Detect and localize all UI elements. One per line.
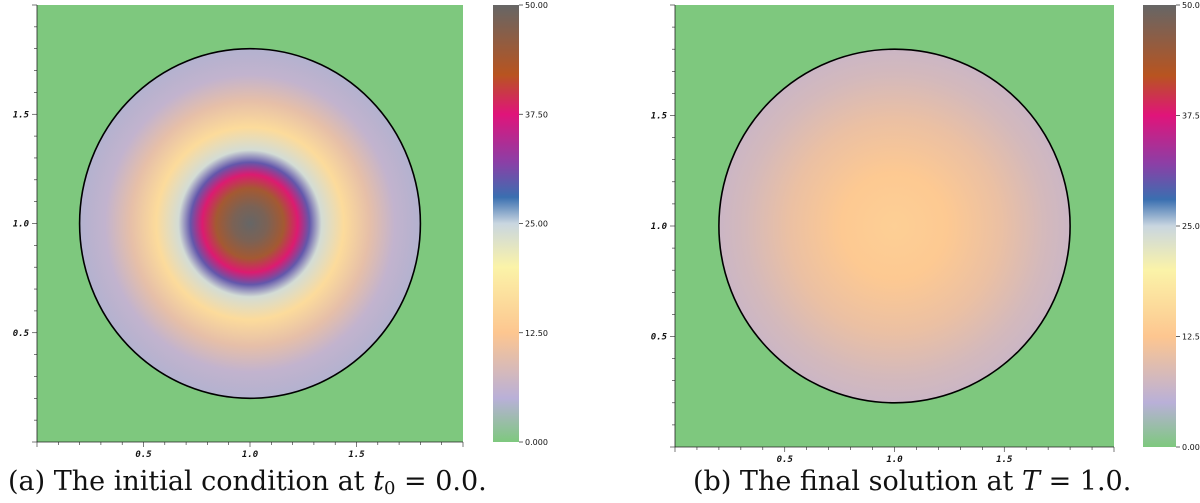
colorbar-tick-label: 0.000: [525, 438, 548, 447]
colorbar-tick-label: 25.00: [1182, 222, 1200, 231]
caption-a-math-var: t: [373, 466, 384, 497]
x-tick-label: 1.5: [996, 455, 1013, 465]
y-tick-label: 0.5: [651, 333, 668, 343]
colorbar-tick-label: 37.50: [1182, 112, 1200, 121]
caption-b-math-var: T: [1021, 466, 1040, 497]
colorbar-a: [493, 5, 519, 442]
y-tick-label: 1.5: [13, 110, 30, 120]
y-tick-label: 1.0: [651, 222, 668, 232]
y-tick-label: 1.0: [13, 220, 30, 230]
caption-b-prefix: (b) The final solution at: [693, 466, 1022, 497]
x-tick-label: 1.0: [242, 450, 259, 460]
caption-a-math-sub: 0: [383, 478, 396, 499]
colorbar-tick-label: 12.50: [525, 329, 548, 338]
x-tick-label: 0.5: [777, 455, 794, 465]
colorbar-tick-label: 37.50: [525, 110, 548, 119]
domain-disk-b: [718, 48, 1071, 404]
colorbar-tick-label: 0.000: [1182, 443, 1200, 452]
x-tick-label: 0.5: [135, 450, 152, 460]
x-tick-label: 1.0: [886, 455, 903, 465]
colorbar-tick-label: 50.00: [525, 1, 548, 10]
caption-b: (b) The final solution at T = 1.0.: [693, 466, 1131, 497]
x-tick-label: 1.5: [348, 450, 365, 460]
colorbar-tick-label: 50.00: [1182, 1, 1200, 10]
caption-a-prefix: (a) The initial condition at: [8, 466, 374, 497]
y-tick-label: 0.5: [13, 329, 30, 339]
colorbar-tick-label: 25.00: [525, 220, 548, 229]
domain-disk-a: [78, 47, 422, 400]
y-tick-label: 1.5: [651, 112, 668, 122]
caption-b-math-rest: = 1.0.: [1040, 466, 1132, 497]
caption-a-math-rest: = 0.0.: [395, 466, 487, 497]
colorbar-tick-label: 12.50: [1182, 333, 1200, 342]
colorbar-b: [1143, 5, 1176, 447]
caption-a: (a) The initial condition at t0 = 0.0.: [8, 466, 487, 499]
